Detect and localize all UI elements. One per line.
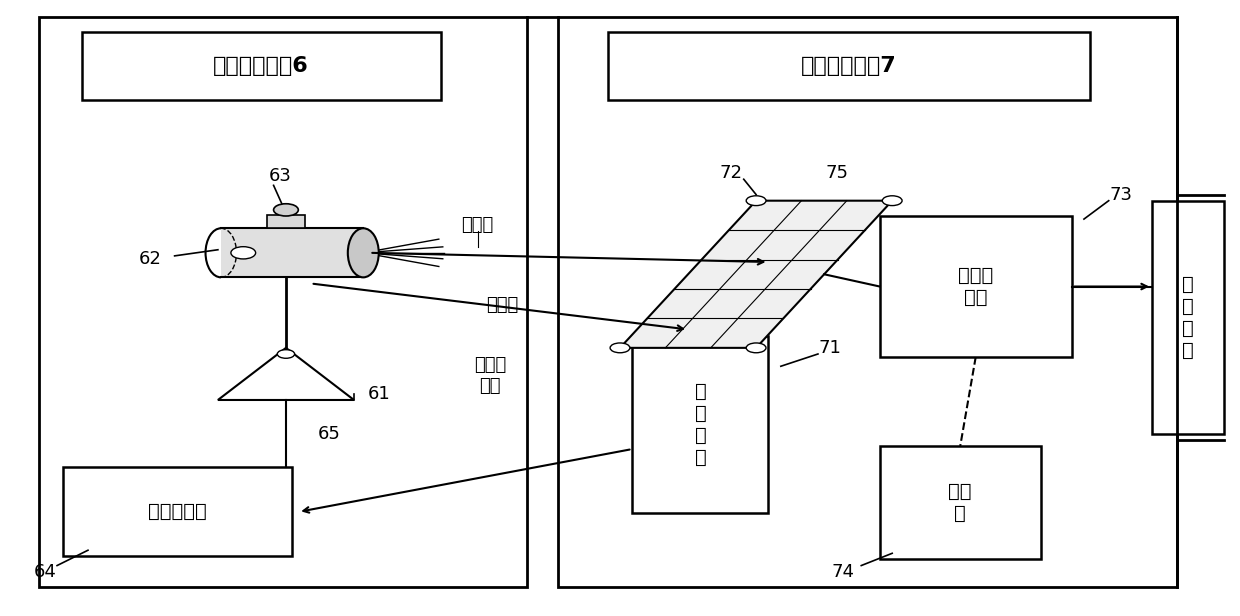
Text: 反射信
标光: 反射信 标光 — [474, 356, 506, 395]
Circle shape — [274, 204, 299, 216]
Text: 主光束: 主光束 — [461, 216, 494, 234]
Text: 光
学
组
件: 光 学 组 件 — [694, 382, 707, 467]
Text: 63: 63 — [268, 167, 291, 185]
Bar — [880, 216, 1071, 357]
Circle shape — [746, 343, 766, 353]
Text: 71: 71 — [818, 339, 842, 357]
Text: 激光发射装置6: 激光发射装置6 — [213, 56, 309, 76]
Circle shape — [610, 343, 630, 353]
Circle shape — [746, 196, 766, 206]
Bar — [63, 468, 293, 556]
Text: 64: 64 — [33, 562, 56, 581]
Bar — [268, 215, 305, 229]
Text: 目
标
对
象: 目 标 对 象 — [1182, 275, 1194, 360]
Circle shape — [231, 246, 255, 259]
Circle shape — [278, 350, 295, 359]
Bar — [880, 446, 1040, 559]
Polygon shape — [620, 201, 893, 348]
Polygon shape — [218, 348, 353, 400]
Text: 65: 65 — [317, 424, 341, 443]
Text: 62: 62 — [139, 250, 161, 268]
Bar — [632, 336, 769, 513]
Text: 蓄电
池: 蓄电 池 — [949, 482, 972, 523]
Circle shape — [883, 196, 901, 206]
Bar — [82, 32, 440, 100]
Text: 73: 73 — [1110, 185, 1132, 203]
Bar — [221, 229, 363, 277]
Bar — [1152, 201, 1224, 434]
Text: 光电探测器: 光电探测器 — [149, 503, 207, 521]
Bar — [608, 32, 1090, 100]
Text: 72: 72 — [720, 164, 743, 182]
Ellipse shape — [347, 229, 378, 277]
Text: 信标光: 信标光 — [486, 296, 518, 314]
Text: 61: 61 — [367, 385, 391, 403]
Text: 74: 74 — [831, 562, 854, 581]
Bar — [38, 17, 527, 587]
Text: 功率变
换器: 功率变 换器 — [959, 266, 993, 307]
Text: 75: 75 — [825, 164, 848, 182]
Text: 激光接收装置7: 激光接收装置7 — [801, 56, 897, 76]
Bar — [558, 17, 1177, 587]
